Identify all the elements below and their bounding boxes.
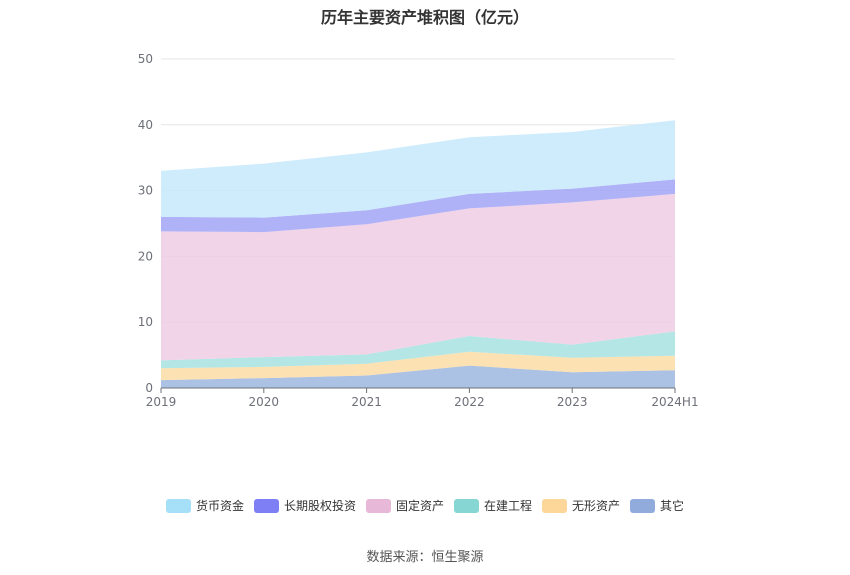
- area-其它: [161, 365, 675, 388]
- x-tick-label: 2019: [146, 395, 177, 409]
- legend-swatch: [165, 498, 191, 513]
- legend-label: 无形资产: [572, 499, 621, 513]
- legend-label: 货币资金: [195, 499, 244, 513]
- x-tick-label: 2023: [557, 395, 588, 409]
- legend-swatch: [253, 498, 279, 513]
- y-axis: 0 10 20 30 40 50: [138, 52, 153, 395]
- x-tick-label: 2021: [351, 395, 382, 409]
- legend-item[interactable]: 其它: [630, 497, 684, 514]
- legend: 货币资金 长期股权投资 固定资产 在建工程 无形资产 其它: [0, 497, 850, 514]
- data-source: 数据来源：恒生聚源: [366, 550, 484, 565]
- x-tick-label: 2022: [454, 395, 485, 409]
- legend-swatch: [542, 498, 568, 513]
- legend-swatch: [365, 498, 391, 513]
- legend-swatch: [454, 498, 479, 513]
- y-tick-label: 0: [145, 381, 153, 395]
- area-货币资金: [161, 120, 675, 218]
- x-tick-label: 2020: [249, 395, 280, 409]
- y-tick-label: 20: [138, 249, 153, 263]
- legend-item[interactable]: 货币资金: [165, 497, 244, 514]
- legend-item[interactable]: 无形资产: [542, 497, 620, 514]
- y-tick-label: 30: [138, 184, 153, 198]
- chart-title: 历年主要资产堆积图（亿元）: [320, 8, 529, 27]
- area-series: [161, 120, 675, 388]
- legend-label: 在建工程: [484, 499, 533, 513]
- y-tick-label: 10: [138, 315, 153, 329]
- x-axis: 2019 2020 2021 2022 2023 2024H1: [146, 387, 699, 409]
- legend-label: 其它: [660, 499, 685, 513]
- area-在建工程: [161, 331, 675, 369]
- area-长期股权投资: [161, 179, 675, 233]
- legend-item[interactable]: 在建工程: [454, 497, 532, 514]
- legend-item[interactable]: 固定资产: [365, 497, 444, 514]
- legend-item[interactable]: 长期股权投资: [253, 497, 356, 514]
- y-tick-label: 50: [138, 52, 153, 66]
- area-固定资产: [161, 193, 675, 361]
- y-tick-label: 40: [138, 118, 153, 132]
- area-无形资产: [161, 351, 675, 381]
- legend-label: 长期股权投资: [283, 499, 356, 513]
- x-tick-label: 2024H1: [651, 395, 698, 409]
- legend-swatch: [630, 498, 656, 513]
- legend-label: 固定资产: [395, 499, 444, 513]
